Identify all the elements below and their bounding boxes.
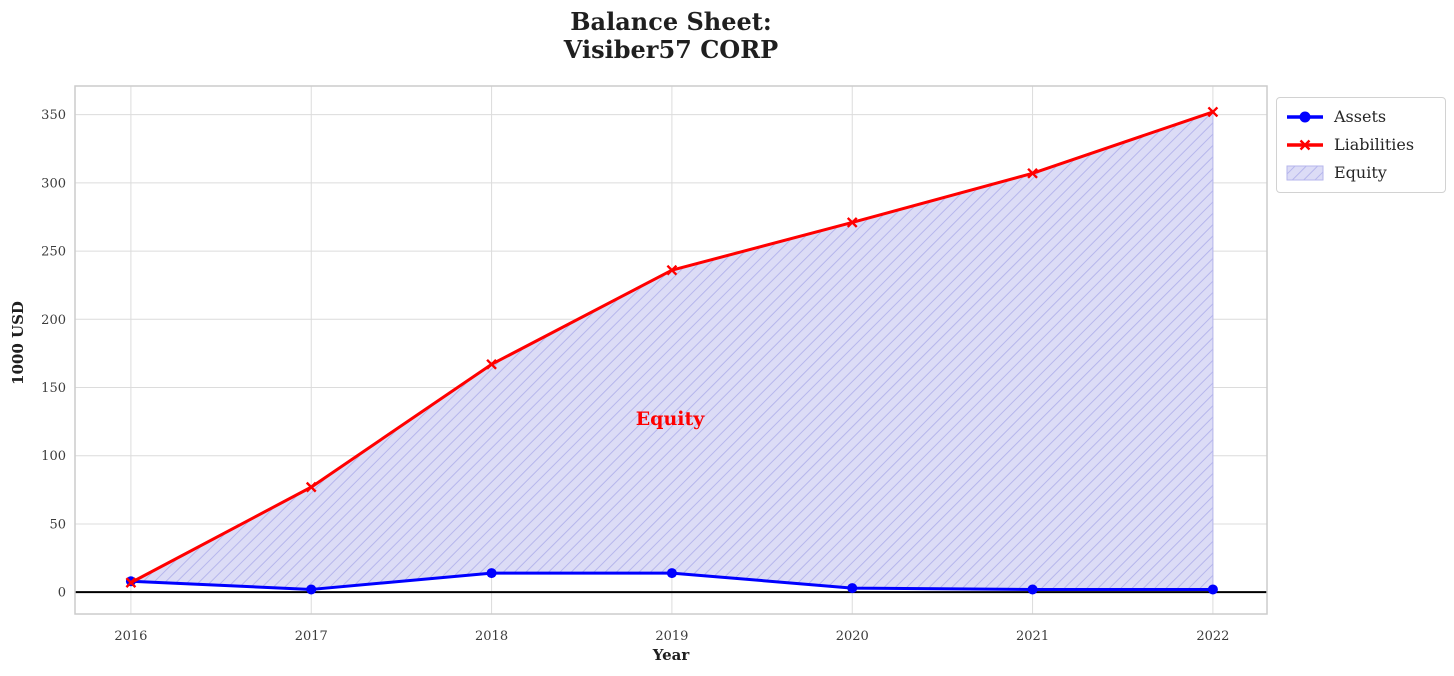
y-tick-label: 200 (41, 313, 66, 328)
assets-marker (1027, 584, 1038, 595)
liabilities-marker (846, 217, 858, 228)
equity-annotation: Equity (635, 408, 705, 430)
plot-frame (74, 85, 1268, 615)
liabilities-marker (486, 358, 497, 370)
y-tick-label: 0 (58, 586, 66, 601)
chart-title-line-2: Visiber57 CORP (563, 35, 779, 64)
legend-label-liabilities: Liabilities (1334, 135, 1415, 154)
y-tick-label: 50 (49, 517, 66, 532)
y-tick-label: 250 (41, 245, 66, 260)
liabilities-marker (1027, 167, 1038, 179)
y-tick-label: 300 (41, 176, 66, 191)
x-tick-label: 2022 (1196, 629, 1229, 644)
x-tick-label: 2018 (475, 629, 508, 644)
x-tick-label: 2017 (295, 629, 328, 644)
legend-label-equity: Equity (1334, 163, 1387, 182)
assets-marker (666, 568, 677, 579)
y-axis-label: 1000 USD (9, 301, 27, 385)
liabilities-marker (305, 481, 317, 493)
x-tick-label: 2019 (655, 629, 688, 644)
y-tick-label: 100 (41, 449, 66, 464)
legend: Assets Liabilities Equity (1276, 97, 1446, 193)
assets-marker (847, 583, 858, 594)
liabilities-marker (1207, 106, 1219, 118)
x-tick-label: 2016 (114, 629, 147, 644)
liabilities-marker (666, 264, 678, 276)
x-tick-label: 2020 (836, 629, 869, 644)
x-tick-label: 2021 (1016, 629, 1049, 644)
legend-label-assets: Assets (1334, 107, 1387, 126)
x-axis-label: Year (652, 646, 690, 664)
chart-title-line-1: Balance Sheet: (570, 7, 772, 36)
legend-equity-marker-icon (1286, 165, 1324, 181)
liabilities-marker (125, 577, 137, 588)
legend-assets-marker-icon (1287, 111, 1323, 123)
legend-item-liabilities: Liabilities (1285, 133, 1436, 157)
assets-marker (306, 584, 317, 595)
legend-item-assets: Assets (1285, 105, 1436, 129)
legend-liabilities-marker-icon (1287, 139, 1323, 151)
y-tick-label: 150 (41, 381, 66, 396)
legend-item-equity: Equity (1285, 161, 1436, 185)
y-tick-label: 350 (41, 108, 66, 123)
assets-marker (486, 568, 497, 579)
chart-title: Balance Sheet: Visiber57 CORP (75, 8, 1267, 64)
assets-marker (1207, 584, 1218, 595)
